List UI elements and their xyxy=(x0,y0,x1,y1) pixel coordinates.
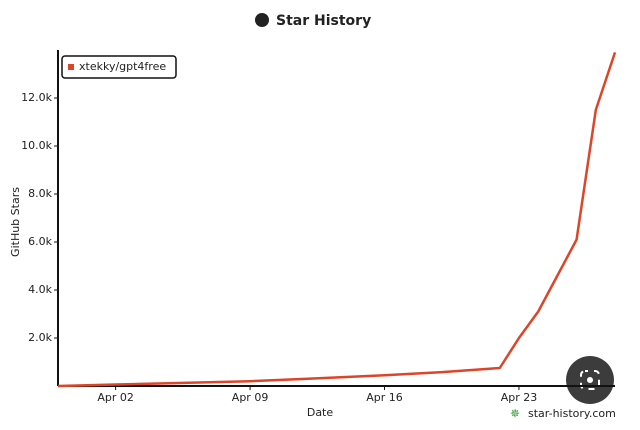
lens-button[interactable] xyxy=(566,356,614,404)
y-tick-label: 10.0k xyxy=(21,139,52,152)
x-tick-label: Apr 23 xyxy=(501,391,538,404)
line xyxy=(57,52,617,388)
x-tick-label: Apr 09 xyxy=(232,391,269,404)
x-axis-label: Date xyxy=(307,406,334,419)
y-tick-label: 6.0k xyxy=(28,235,52,248)
logo xyxy=(255,13,269,27)
legend-swatch xyxy=(68,64,74,70)
x-tick-label: Apr 16 xyxy=(366,391,403,404)
x-tick-label: Apr 02 xyxy=(97,391,134,404)
lens-icon xyxy=(580,370,600,390)
y-tick-label: 12.0k xyxy=(21,91,52,104)
y-tick-label: 4.0k xyxy=(28,283,52,296)
watermark: star-history.com xyxy=(528,407,616,420)
legend-label: xtekky/gpt4free xyxy=(79,60,166,73)
y-tick-label: 8.0k xyxy=(28,187,52,200)
y-axis-label: GitHub Stars xyxy=(9,187,22,257)
watermark-logo: ✵ xyxy=(510,407,520,421)
chart-title: Star History xyxy=(276,13,371,29)
lens-dot xyxy=(587,377,593,383)
y-tick-label: 2.0k xyxy=(28,331,52,344)
legend-box xyxy=(61,55,177,79)
